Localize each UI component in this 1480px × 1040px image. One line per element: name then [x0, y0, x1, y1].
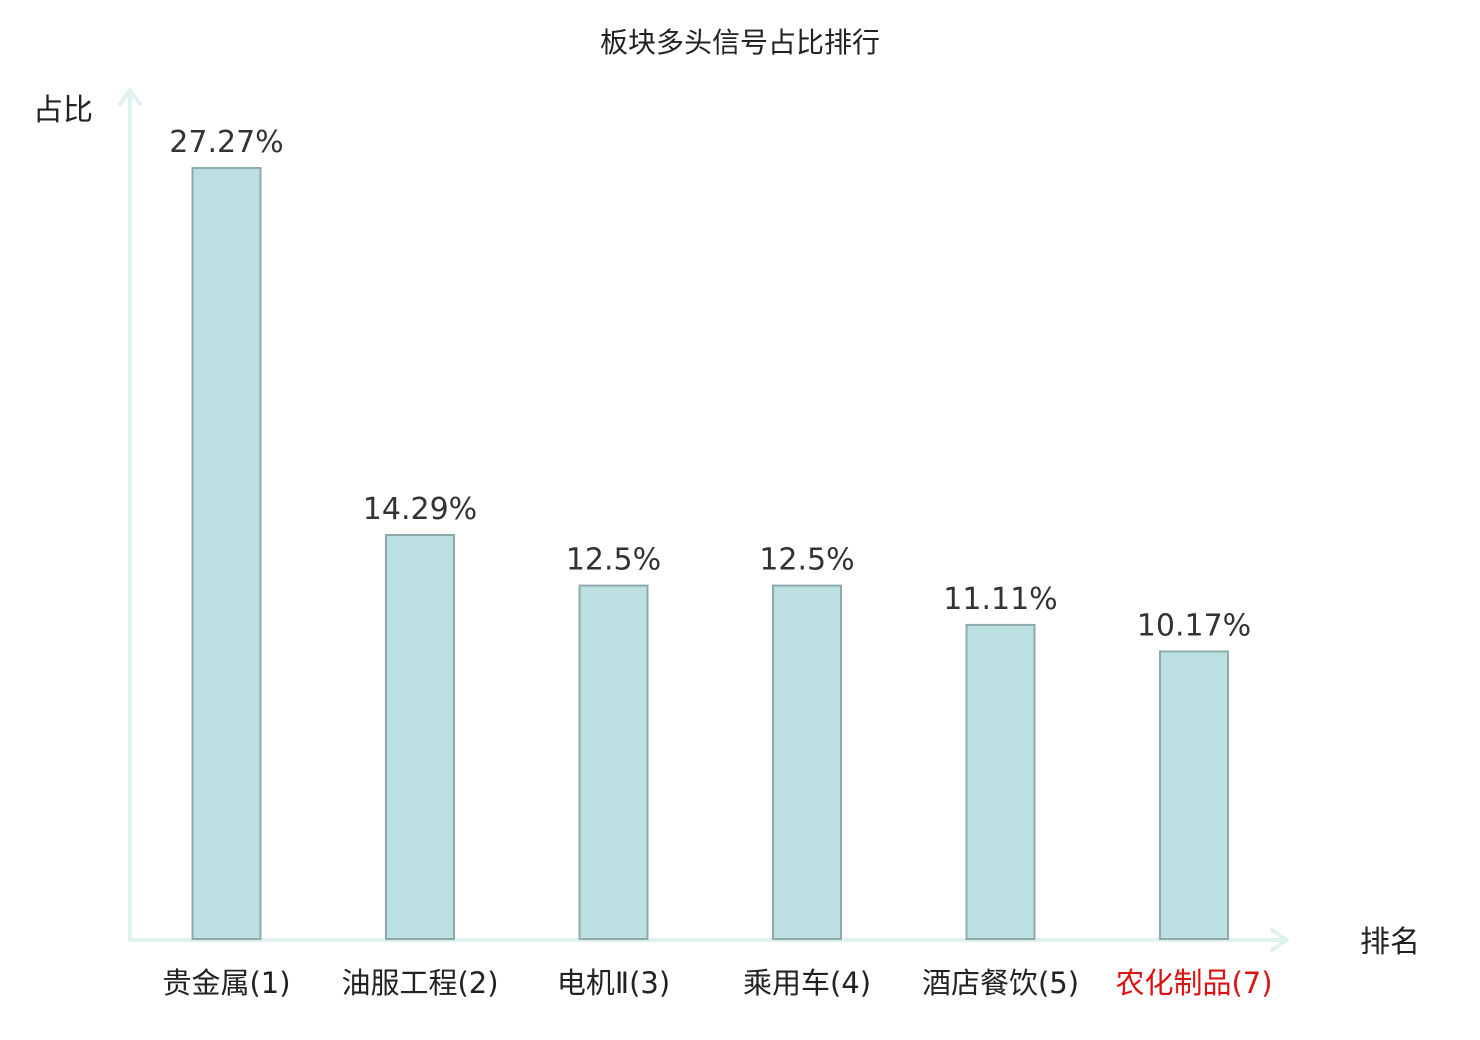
category-label: 酒店餐饮(5): [922, 966, 1079, 1000]
value-label: 11.11%: [943, 582, 1057, 617]
category-label: 电机Ⅱ(3): [557, 966, 670, 1000]
category-labels-group: 贵金属(1) 油服工程(2) 电机Ⅱ(3) 乘用车(4) 酒店餐饮(5) 农化制品(7): [162, 966, 1272, 1000]
value-label: 27.27%: [169, 125, 283, 160]
category-label: 乘用车(4): [743, 966, 871, 1000]
value-label: 14.29%: [363, 492, 477, 527]
y-axis-label: 占比: [33, 93, 93, 128]
value-label: 12.5%: [759, 543, 854, 578]
bar: [578, 584, 649, 940]
bar: [191, 167, 262, 940]
value-label: 10.17%: [1137, 608, 1251, 643]
bars-group: [191, 167, 1229, 941]
y-axis-arrow: [118, 88, 142, 106]
axes: [118, 88, 1289, 952]
x-axis-arrow: [1270, 928, 1289, 952]
bar: [1159, 650, 1229, 940]
value-labels-group: 27.27% 14.29% 12.5% 12.5% 11.11% 10.17%: [169, 125, 1251, 643]
bar: [772, 584, 842, 940]
category-label: 贵金属(1): [162, 966, 290, 1000]
bar: [385, 533, 455, 941]
category-label: 农化制品(7): [1115, 966, 1272, 1000]
chart-title: 板块多头信号占比排行: [600, 26, 880, 59]
category-label: 油服工程(2): [341, 966, 498, 1000]
x-axis-label: 排名: [1360, 925, 1420, 960]
value-label: 12.5%: [566, 543, 661, 578]
bar: [965, 623, 1036, 941]
